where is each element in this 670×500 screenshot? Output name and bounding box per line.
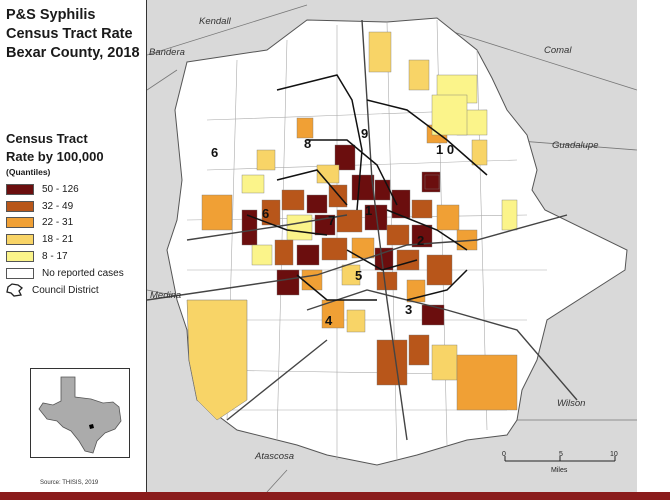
map-area: Kendall Bandera Comal Guadalupe Medina W… (146, 0, 638, 493)
legend-label: 22 - 31 (42, 217, 74, 229)
legend-swatch (6, 217, 34, 229)
district-label-7: 7 (328, 213, 336, 228)
council-label: Council District (32, 284, 99, 296)
title-line-1: P&S Syphilis (6, 7, 96, 23)
accent-bar (0, 492, 670, 500)
district-label-1: 1 (365, 203, 373, 218)
legend-title-line-1: Census Tract (6, 131, 88, 146)
map-title: P&S Syphilis Census Tract Rate Bexar Cou… (6, 6, 142, 63)
scale-tick-0: 0 (502, 451, 506, 458)
title-line-3: Bexar County, 2018 (6, 45, 140, 61)
district-label-3: 3 (405, 302, 413, 317)
label-medina: Medina (150, 290, 182, 301)
legend-label: 32 - 49 (42, 200, 74, 212)
legend-label: 50 - 126 (42, 183, 79, 195)
title-line-2: Census Tract Rate (6, 26, 133, 42)
legend-item: 32 - 49 (6, 198, 144, 215)
legend-swatch (6, 183, 34, 195)
texas-outline-icon (38, 376, 122, 454)
legend-swatch (6, 200, 34, 212)
district-label-8: 8 (304, 136, 312, 151)
district-label-6-west: 6 (211, 145, 219, 160)
legend-item: 18 - 21 (6, 231, 144, 248)
legend-label: No reported cases (42, 267, 124, 279)
scale-unit: Miles (551, 467, 568, 474)
district-label-2: 2 (417, 233, 425, 248)
council-legend: Council District (6, 283, 99, 297)
scale-tick-10: 10 (610, 451, 618, 458)
bexar-county-map (146, 4, 638, 493)
label-guadalupe: Guadalupe (552, 140, 599, 151)
scale-bar (504, 456, 616, 462)
legend-item: No reported cases (6, 265, 144, 282)
label-comal: Comal (544, 45, 572, 56)
district-label-10: 1 0 (436, 142, 455, 157)
legend-title: Census Tract Rate by 100,000 (6, 130, 144, 166)
label-wilson: Wilson (557, 398, 586, 409)
legend-label: 8 - 17 (42, 251, 68, 263)
district-label-6: 6 (262, 206, 270, 221)
legend-swatch (6, 234, 34, 246)
legend-swatch (6, 267, 34, 279)
legend-label: 18 - 21 (42, 234, 74, 246)
label-bandera: Bandera (149, 47, 185, 58)
district-label-4: 4 (325, 313, 333, 328)
legend-subtitle: (Quantiles) (6, 167, 51, 177)
side-panel: P&S Syphilis Census Tract Rate Bexar Cou… (0, 0, 147, 492)
council-district-icon (6, 283, 23, 297)
label-atascosa: Atascosa (255, 451, 295, 462)
legend-item: 22 - 31 (6, 215, 144, 232)
legend-list: 50 - 126 32 - 49 22 - 31 18 - 21 8 - 17 … (6, 181, 144, 282)
scale-tick-5: 5 (559, 451, 563, 458)
legend-title-line-2: Rate by 100,000 (6, 149, 104, 164)
texas-locator-inset (30, 368, 130, 458)
district-label-9: 9 (361, 126, 369, 141)
label-kendall: Kendall (199, 16, 231, 27)
legend-swatch (6, 251, 34, 263)
legend-item: 8 - 17 (6, 248, 144, 265)
district-label-5: 5 (355, 268, 363, 283)
legend-item: 50 - 126 (6, 181, 144, 198)
source-note: Source: THISIS, 2019 (40, 480, 99, 486)
right-margin (637, 0, 670, 492)
